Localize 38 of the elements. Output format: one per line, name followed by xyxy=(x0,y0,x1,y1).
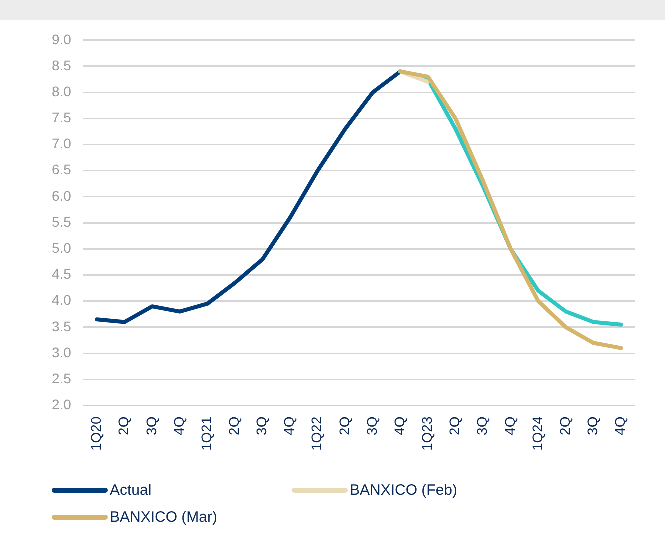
x-tick-label: 1Q22 xyxy=(308,416,325,451)
x-tick-label: 1Q21 xyxy=(198,416,214,451)
y-tick-label: 2.5 xyxy=(52,370,72,387)
x-tick-label: 3Q xyxy=(474,416,490,436)
y-tick-label: 7.0 xyxy=(52,136,72,152)
y-tick-label: 8.0 xyxy=(52,83,72,100)
x-tick-label: 4Q xyxy=(170,416,187,436)
x-tick-label: 4Q xyxy=(612,416,628,436)
x-tick-label: 3Q xyxy=(254,416,270,436)
x-tick-label: 4Q xyxy=(502,416,518,436)
y-tick-label: 6.0 xyxy=(52,188,72,204)
x-tick-label: 3Q xyxy=(364,416,380,436)
x-tick-label: 1Q23 xyxy=(419,416,436,451)
y-tick-label: 5.5 xyxy=(52,214,72,230)
x-tick-label: 2Q xyxy=(116,416,132,436)
y-tick-label: 6.5 xyxy=(52,162,72,178)
x-tick-label: 2Q xyxy=(336,416,352,436)
x-tick-label: 4Q xyxy=(281,416,298,436)
x-tick-label: 1Q24 xyxy=(529,416,546,451)
x-tick-label: 2Q xyxy=(556,416,573,436)
legend-label: BANXICO (Feb) xyxy=(350,482,458,499)
x-tick-label: 1Q20 xyxy=(88,416,104,451)
x-tick-label: 2Q xyxy=(446,416,463,436)
x-tick-label: 2Q xyxy=(226,416,242,436)
legend-label: Actual xyxy=(110,482,152,499)
y-tick-label: 2.0 xyxy=(52,396,72,413)
y-tick-label: 8.5 xyxy=(52,57,72,74)
legend-label: BANXICO (Mar) xyxy=(110,509,218,526)
y-tick-label: 5.0 xyxy=(52,240,72,256)
y-tick-label: 3.5 xyxy=(52,318,72,334)
y-tick-label: 7.5 xyxy=(52,110,72,126)
x-tick-label: 4Q xyxy=(391,416,408,436)
y-tick-label: 9.0 xyxy=(52,31,72,48)
x-tick-label: 3Q xyxy=(584,416,600,436)
x-tick-label: 3Q xyxy=(143,416,160,436)
y-tick-label: 3.0 xyxy=(52,344,72,360)
y-tick-label: 4.5 xyxy=(52,266,72,282)
y-tick-label: 4.0 xyxy=(52,292,72,308)
